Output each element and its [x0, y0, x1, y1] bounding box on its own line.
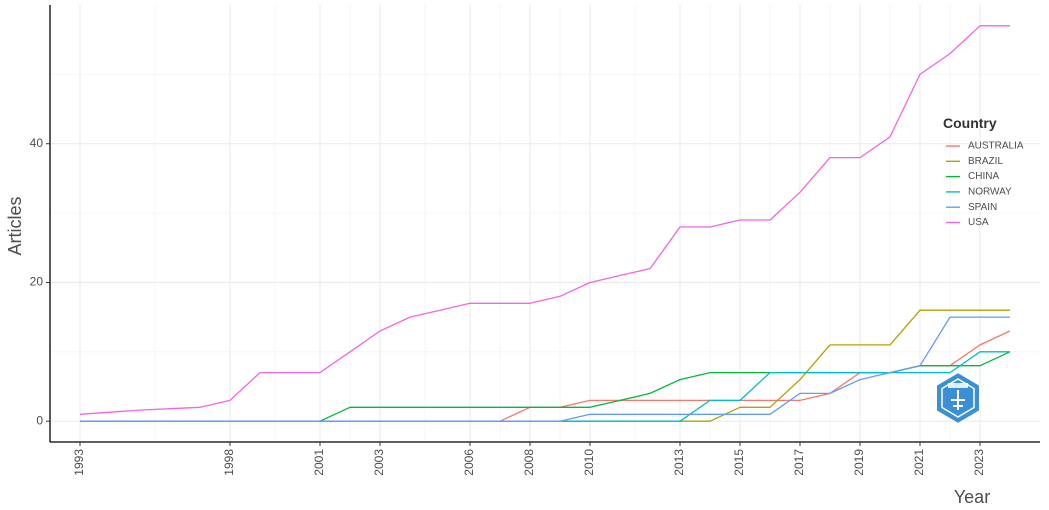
y-axis-title: Articles [5, 196, 25, 255]
x-tick-label: 2019 [852, 449, 866, 476]
series-line-spain [80, 316, 1010, 422]
x-axis-title: Year [954, 487, 990, 507]
x-tick-label: 2008 [522, 449, 536, 476]
watermark-logo [935, 370, 981, 426]
x-tick-label: 1998 [222, 449, 236, 476]
x-ticks: 1993 1998 2001 2003 2006 2008 2010 2013 2015 2017… [72, 442, 986, 476]
x-tick-label: 2006 [462, 449, 476, 476]
series-line-china [80, 351, 1011, 422]
legend: Country AUSTRALIA BRAZIL CHINA NORWAY SPAIN U… [943, 115, 1024, 228]
y-tick-label: 0 [36, 413, 43, 427]
x-tick-label: 2015 [732, 449, 746, 476]
series-line-norway [80, 351, 1010, 422]
legend-label-china: CHINA [968, 171, 999, 182]
y-tick-label: 40 [30, 136, 44, 150]
legend-label-norway: NORWAY [968, 187, 1012, 198]
legend-title: Country [943, 115, 997, 131]
legend-label-usa: USA [968, 217, 989, 228]
x-tick-label: 2001 [312, 449, 326, 476]
x-tick-label: 2021 [912, 449, 926, 476]
x-tick-label: 2017 [792, 449, 806, 476]
x-tick-label: 2013 [672, 449, 686, 476]
legend-label-brazil: BRAZIL [968, 156, 1003, 167]
grid-minor [50, 5, 1040, 442]
series-line-usa [79, 25, 1010, 415]
x-tick-label: 2003 [372, 449, 386, 476]
y-ticks: 0 20 40 [30, 136, 50, 427]
x-tick-label: 2023 [972, 449, 986, 476]
series-line-brazil [80, 309, 1010, 422]
legend-items: AUSTRALIA BRAZIL CHINA NORWAY SPAIN USA [946, 141, 1024, 228]
legend-label-spain: SPAIN [968, 202, 997, 213]
x-tick-label: 1993 [72, 449, 86, 476]
x-tick-label: 2010 [582, 449, 596, 476]
legend-label-australia: AUSTRALIA [968, 141, 1024, 152]
y-tick-label: 20 [30, 275, 44, 289]
grid-major [50, 5, 1040, 442]
series-layer [79, 25, 1011, 422]
